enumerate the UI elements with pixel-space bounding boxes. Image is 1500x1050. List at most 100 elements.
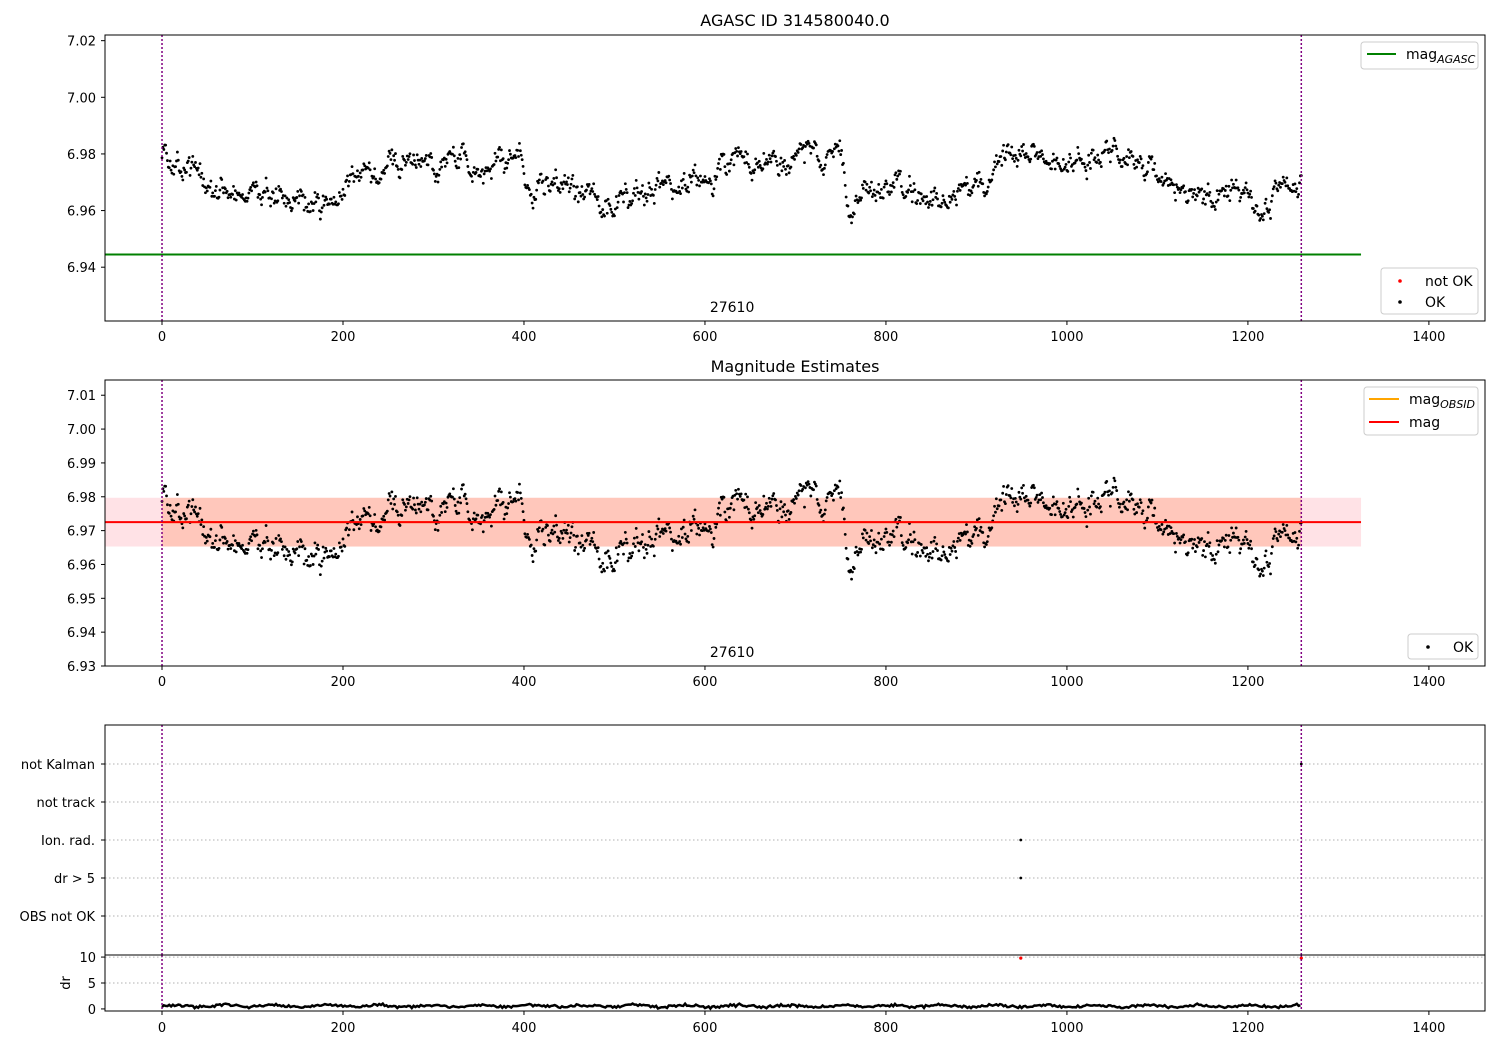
data-point [460, 487, 463, 491]
data-point [558, 190, 562, 194]
data-point [605, 211, 609, 215]
data-point [1269, 572, 1272, 576]
data-point [1019, 154, 1023, 158]
data-point [632, 191, 635, 195]
p2-y-tick-label: 6.96 [67, 558, 96, 573]
data-point [774, 155, 777, 158]
data-point [260, 203, 263, 207]
data-point [1089, 167, 1092, 170]
data-point [1229, 538, 1233, 542]
data-point [765, 157, 768, 161]
data-point [311, 563, 315, 566]
flag-point [1299, 762, 1303, 766]
data-point [1082, 162, 1086, 166]
data-point [396, 167, 400, 171]
data-point [738, 495, 742, 498]
data-point [768, 500, 772, 504]
data-point [1286, 184, 1290, 188]
data-point [758, 164, 762, 167]
data-point [1044, 159, 1048, 163]
data-point [1140, 512, 1144, 515]
data-point [784, 513, 787, 517]
data-point [831, 150, 834, 153]
data-point [532, 195, 536, 199]
data-point [1242, 191, 1246, 195]
data-point [948, 553, 952, 556]
data-point [850, 221, 853, 225]
data-point [684, 537, 688, 541]
data-point [995, 507, 999, 511]
data-point [339, 194, 343, 198]
data-point [661, 532, 665, 535]
data-point [613, 569, 616, 573]
data-point [1193, 538, 1196, 541]
data-point [818, 510, 822, 514]
data-point [1115, 147, 1119, 151]
data-point [1207, 544, 1211, 548]
data-point [321, 545, 325, 549]
data-point [946, 559, 950, 563]
data-point [969, 539, 973, 543]
data-point [1216, 550, 1220, 554]
data-point [1001, 149, 1005, 153]
data-point [570, 525, 574, 529]
data-point [1015, 510, 1019, 514]
data-point [910, 552, 914, 556]
data-point [994, 510, 997, 514]
data-point [271, 541, 275, 545]
data-point [256, 547, 260, 551]
data-point [772, 492, 776, 495]
data-point [1059, 513, 1062, 516]
data-point [1264, 197, 1268, 201]
data-point [994, 154, 998, 157]
data-point [312, 202, 316, 205]
data-point [772, 149, 776, 153]
data-point [465, 502, 469, 505]
data-point [575, 534, 579, 538]
data-point [463, 492, 467, 496]
data-point [655, 176, 659, 180]
data-point [187, 499, 191, 503]
data-point [970, 541, 974, 545]
data-point [877, 531, 881, 535]
data-point [472, 166, 476, 169]
data-point [1260, 569, 1264, 573]
data-point [1095, 161, 1099, 164]
data-point [864, 188, 868, 192]
data-point [176, 158, 180, 162]
legend-bottom: OK [1407, 633, 1479, 660]
data-point [494, 159, 498, 163]
data-point [608, 204, 612, 207]
data-point [647, 181, 651, 185]
data-point [1169, 178, 1173, 182]
data-point [819, 163, 823, 167]
data-point [1161, 532, 1165, 536]
legend-box [1380, 267, 1479, 315]
data-point [1001, 491, 1005, 495]
data-point [867, 542, 871, 545]
data-point [933, 536, 937, 539]
data-point [498, 487, 501, 491]
data-point [775, 504, 778, 507]
data-point [1143, 178, 1147, 182]
data-point [1026, 498, 1030, 502]
data-point [1191, 546, 1195, 550]
data-point [632, 536, 636, 540]
data-point [233, 189, 237, 193]
data-point [334, 200, 338, 204]
data-point [345, 526, 349, 530]
data-point [325, 549, 329, 553]
data-point [461, 483, 465, 487]
data-point [653, 188, 657, 191]
data-point [288, 553, 291, 557]
data-point [1122, 500, 1126, 504]
data-point [1255, 557, 1259, 561]
data-point [954, 550, 958, 553]
data-point [293, 199, 297, 203]
data-point [637, 549, 641, 553]
dr-outlier-point [1019, 956, 1023, 960]
data-point [952, 189, 956, 193]
data-point [925, 546, 929, 550]
data-point [1238, 551, 1242, 555]
data-point [460, 146, 463, 149]
